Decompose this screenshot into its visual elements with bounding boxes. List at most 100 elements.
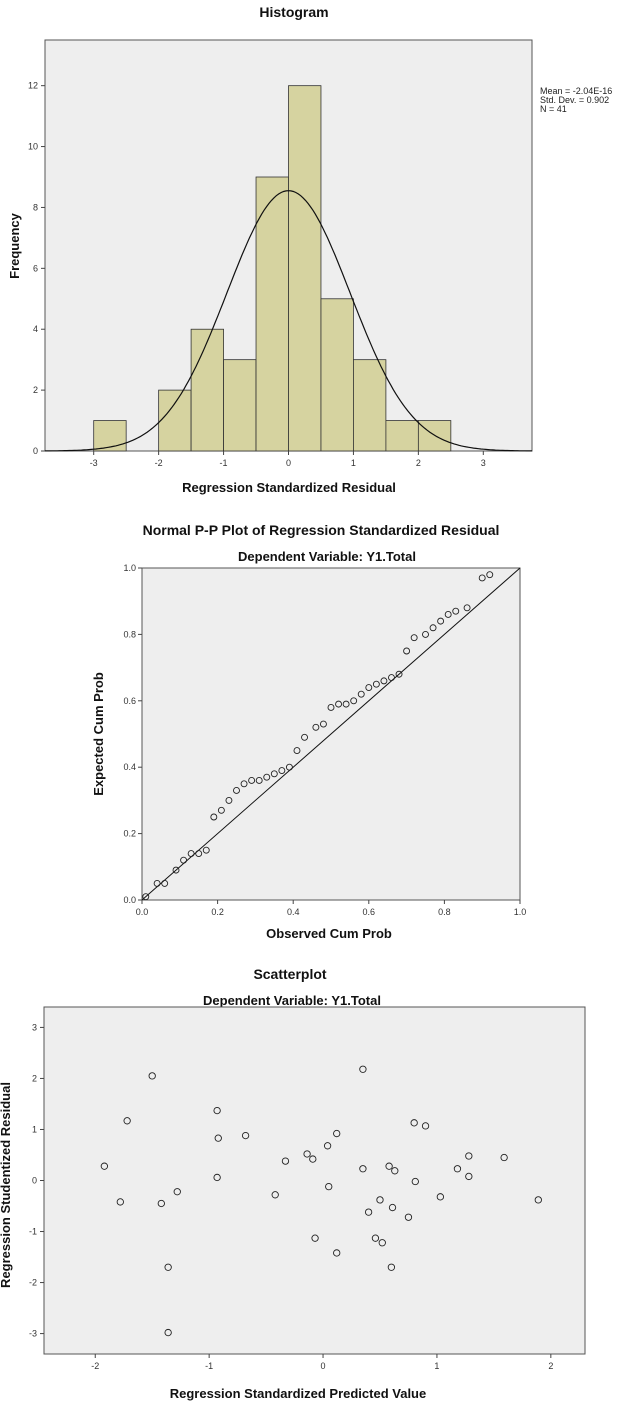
scatter-point	[500, 1153, 508, 1162]
pp-point	[410, 634, 418, 642]
scatter-point	[164, 1263, 172, 1271]
scatter-point	[333, 1249, 341, 1257]
pp-point	[319, 720, 327, 728]
y-axis-label: Expected Cum Prob	[91, 672, 106, 796]
stat-line: N = 41	[540, 104, 567, 114]
pp-point	[270, 770, 278, 778]
pp-point	[444, 611, 452, 618]
pp-point	[486, 571, 494, 579]
x-tick-label: 0.2	[211, 907, 224, 917]
scatter-point	[325, 1182, 333, 1191]
pp-point	[240, 780, 248, 788]
normal-curve	[45, 190, 532, 452]
scatter-point	[534, 1196, 542, 1204]
scatter-point	[453, 1165, 462, 1173]
scatter-point	[333, 1129, 341, 1138]
x-tick-label: 0	[321, 1361, 326, 1371]
x-tick-label: -2	[91, 1361, 99, 1371]
x-tick-label: 1	[434, 1361, 439, 1371]
y-tick-label: 0	[33, 446, 38, 456]
scatter-point	[388, 1203, 397, 1212]
y-tick-label: 0.0	[123, 895, 136, 905]
y-axis-label: Regression Studentized Residual	[0, 1082, 13, 1288]
pp-point	[301, 733, 308, 741]
pp-point	[429, 624, 437, 632]
scatter-title: Scatterplot	[253, 966, 326, 982]
pp-point	[365, 684, 373, 691]
pp-point	[255, 777, 263, 784]
x-axis-label: Regression Standardized Residual	[182, 480, 396, 495]
y-tick-label: 2	[32, 1073, 37, 1083]
y-tick-label: 8	[33, 202, 38, 212]
scatter-point	[271, 1191, 279, 1199]
scatter-point	[410, 1119, 418, 1127]
pp-point	[202, 846, 210, 854]
x-tick-label: -2	[155, 458, 163, 468]
pp-point	[357, 690, 365, 698]
scatter-point	[465, 1172, 473, 1181]
scatter-point	[157, 1199, 165, 1208]
y-tick-label: 0.8	[123, 629, 136, 639]
x-tick-label: 2	[548, 1361, 553, 1371]
y-tick-label: 3	[32, 1022, 37, 1032]
pp-point	[153, 879, 161, 887]
scatter-point	[214, 1134, 222, 1142]
y-tick-label: -1	[29, 1227, 37, 1237]
scatter-subtitle: Dependent Variable: Y1.Total	[203, 993, 381, 1008]
pp-point	[233, 786, 240, 794]
scatter-point	[213, 1173, 221, 1182]
pp-point	[437, 617, 445, 625]
scatter-plot-area	[43, 1006, 586, 1355]
x-tick-label: 0.6	[363, 907, 376, 917]
x-tick-label: 1.0	[514, 907, 527, 917]
scatter-point	[465, 1152, 473, 1160]
y-tick-label: 0.2	[123, 829, 136, 839]
scatter-point	[376, 1196, 384, 1204]
pp-point	[293, 747, 301, 755]
pp-point	[285, 763, 293, 771]
x-tick-label: 0.0	[136, 907, 149, 917]
y-tick-label: 1	[32, 1124, 37, 1134]
histogram-bar	[353, 359, 387, 452]
scatter-point	[359, 1165, 367, 1173]
scatter-point	[391, 1167, 399, 1175]
x-tick-label: 2	[416, 458, 421, 468]
pp-point	[463, 604, 471, 612]
pp-point	[395, 670, 403, 678]
y-tick-label: 0	[32, 1176, 37, 1186]
pp-point	[380, 677, 388, 685]
scatter-point	[421, 1122, 430, 1130]
scatter-point	[303, 1150, 311, 1158]
pp-point	[452, 607, 460, 615]
histogram-chart: HistogramDependent Variable: Y1.Total-3-…	[7, 4, 612, 495]
histogram-bar	[320, 298, 354, 452]
pp-point	[248, 777, 256, 784]
pp-point	[225, 796, 233, 804]
y-tick-label: 1.0	[123, 563, 136, 573]
pp-point	[403, 647, 411, 655]
y-tick-label: 10	[28, 142, 38, 152]
scatter-point	[116, 1198, 124, 1206]
pp-plot-title: Normal P-P Plot of Regression Standardiz…	[143, 522, 500, 538]
y-tick-label: 2	[33, 385, 38, 395]
x-tick-label: 0.8	[438, 907, 451, 917]
histogram-bar	[288, 85, 322, 452]
stat-line: Std. Dev. = 0.902	[540, 95, 609, 105]
pp-point	[187, 850, 195, 857]
histogram-title: Histogram	[259, 4, 328, 20]
pp-point	[195, 850, 203, 857]
x-axis-label: Observed Cum Prob	[266, 926, 392, 941]
x-tick-label: 1	[351, 458, 356, 468]
scatter-point	[123, 1117, 131, 1125]
histogram-bar	[255, 176, 289, 452]
y-tick-label: 0.4	[123, 762, 136, 772]
pp-point	[335, 700, 343, 708]
pp-point	[312, 723, 320, 731]
histogram-bar	[93, 420, 127, 452]
scatter-point	[359, 1065, 367, 1073]
scatter-point	[378, 1239, 386, 1247]
pp-point	[372, 680, 380, 688]
x-tick-label: -1	[205, 1361, 213, 1371]
histogram-bar	[223, 359, 257, 452]
